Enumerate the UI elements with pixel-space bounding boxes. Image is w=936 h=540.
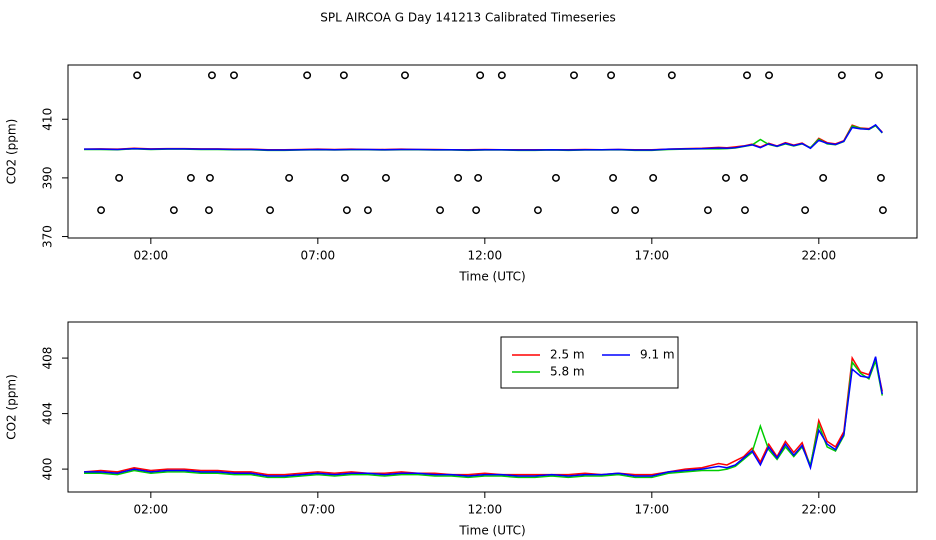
- flag-marker: [133, 71, 142, 80]
- flag-marker: [740, 173, 748, 182]
- flag-marker: [339, 71, 348, 80]
- flag-marker: [631, 206, 640, 215]
- flag-marker: [436, 206, 445, 215]
- flag-marker: [609, 173, 618, 182]
- x-tick-label: 07:00: [301, 503, 336, 517]
- figure-title: SPL AIRCOA G Day 141213 Calibrated Times…: [320, 11, 615, 25]
- flag-marker: [874, 71, 883, 80]
- flag-marker: [819, 173, 828, 182]
- plot-box: [67, 321, 918, 493]
- y-axis-label: CO2 (ppm): [5, 374, 19, 440]
- flag-marker: [497, 71, 506, 80]
- flag-marker: [801, 206, 810, 215]
- y-axis-label: CO2 (ppm): [5, 119, 19, 185]
- y-tick-label: 370: [41, 225, 55, 248]
- flag-marker: [472, 206, 481, 215]
- flag-marker: [476, 71, 485, 80]
- flag-marker: [186, 173, 195, 182]
- x-tick-label: 17:00: [635, 503, 670, 517]
- y-tick-label: 404: [41, 402, 55, 425]
- flag-marker: [552, 173, 560, 182]
- flag-marker: [204, 206, 213, 215]
- flag-marker: [230, 71, 238, 80]
- flag-marker: [205, 173, 214, 182]
- flag-marker: [649, 173, 658, 182]
- flag-marker: [363, 206, 372, 215]
- flag-marker: [765, 71, 773, 80]
- flag-marker: [115, 173, 124, 182]
- x-tick-label: 12:00: [468, 503, 503, 517]
- x-tick-label: 07:00: [301, 249, 336, 263]
- flag-marker: [743, 71, 751, 80]
- flag-marker: [741, 206, 749, 215]
- x-axis-label: Time (UTC): [458, 270, 525, 284]
- flag-marker: [342, 206, 351, 215]
- flag-marker: [474, 173, 483, 182]
- flag-marker: [207, 71, 216, 80]
- y-tick-label: 408: [41, 347, 55, 370]
- flag-marker: [266, 206, 275, 215]
- x-tick-label: 02:00: [134, 503, 169, 517]
- flag-marker: [611, 206, 620, 215]
- flag-marker: [303, 71, 312, 80]
- series-line: [84, 356, 884, 477]
- flag-marker: [533, 206, 542, 215]
- flag-marker: [454, 173, 463, 182]
- x-tick-label: 12:00: [468, 249, 503, 263]
- x-tick-label: 02:00: [134, 249, 169, 263]
- flag-marker: [837, 71, 846, 80]
- y-tick-label: 410: [41, 108, 55, 131]
- flag-marker: [876, 173, 885, 182]
- series-line: [84, 123, 883, 151]
- flag-marker: [570, 71, 578, 80]
- legend-label: 5.8 m: [550, 365, 585, 379]
- flag-marker: [285, 173, 294, 182]
- flag-marker: [340, 173, 349, 182]
- flag-marker: [722, 173, 730, 182]
- y-tick-label: 400: [41, 458, 55, 481]
- x-tick-label: 17:00: [635, 249, 670, 263]
- flag-marker: [169, 206, 178, 215]
- legend-label: 9.1 m: [640, 348, 675, 362]
- legend-box: [500, 336, 679, 389]
- flag-marker: [97, 206, 106, 215]
- x-tick-label: 22:00: [802, 503, 837, 517]
- x-tick-label: 22:00: [802, 249, 837, 263]
- flag-marker: [607, 71, 616, 80]
- y-tick-label: 390: [41, 166, 55, 189]
- flag-marker: [382, 173, 390, 182]
- flag-marker: [667, 71, 676, 80]
- flag-marker: [878, 206, 887, 215]
- flag-marker: [703, 206, 712, 215]
- legend-label: 2.5 m: [550, 348, 585, 362]
- plot-box: [67, 64, 918, 239]
- series-line: [83, 355, 884, 476]
- flag-marker: [401, 71, 409, 80]
- x-axis-label: Time (UTC): [458, 524, 525, 538]
